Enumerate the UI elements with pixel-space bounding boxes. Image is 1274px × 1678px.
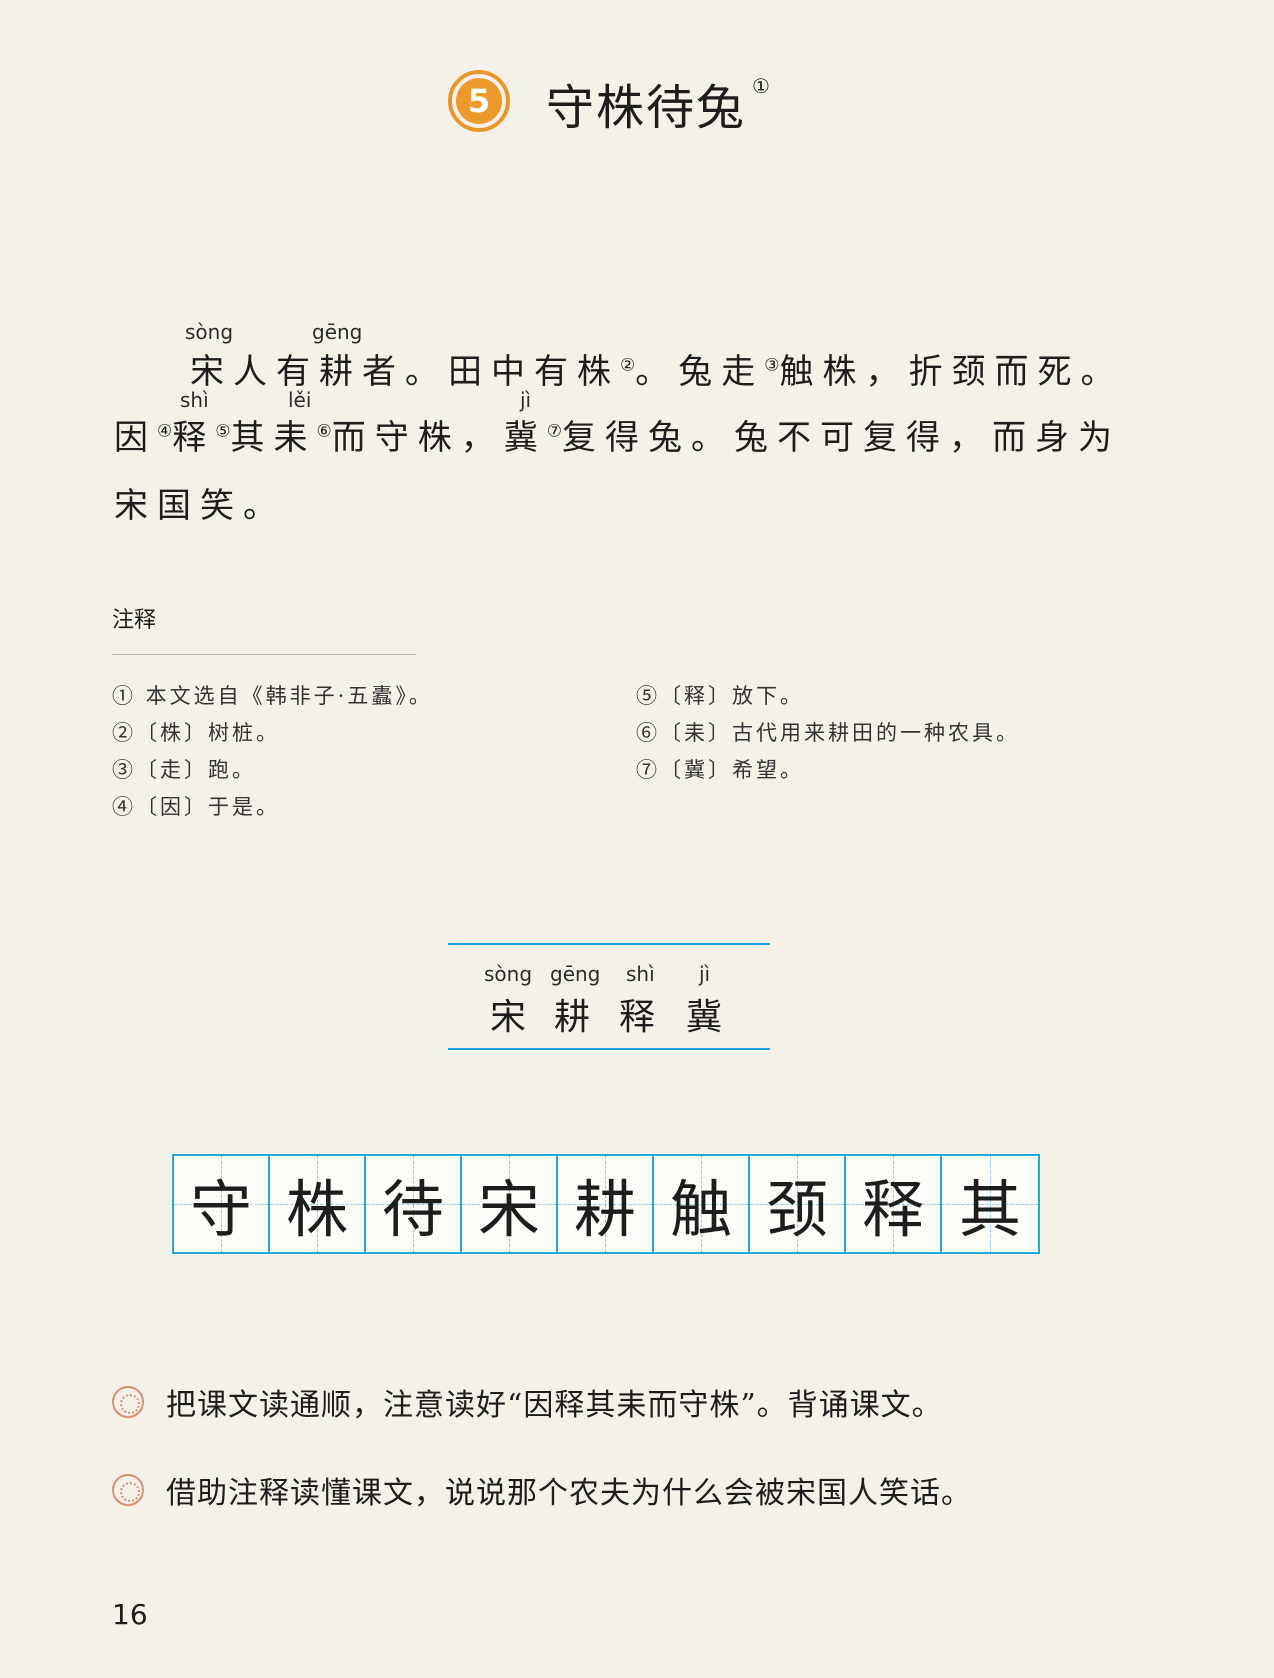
pinyin-shi: shì <box>180 388 209 412</box>
exercise-text: 把课文读通顺，注意读好“因释其耒而守株”。背诵课文。 <box>166 1388 943 1423</box>
write-char: 触 <box>669 1173 732 1246</box>
page-number: 16 <box>112 1598 148 1631</box>
read-char-1: 宋 <box>490 997 527 1038</box>
text-line-1: 宋人有耕者。田中有株②。兔走③触株，折颈而死。 <box>190 352 1124 392</box>
note-mark: ④ <box>157 421 173 442</box>
exercise-item-2: 借助注释读懂课文，说说那个农夫为什么会被宋国人笑话。 <box>112 1468 972 1512</box>
write-cell: 株 <box>270 1156 366 1252</box>
read-pinyin-4: jì <box>699 962 711 986</box>
pinyin-ji: jì <box>520 388 532 412</box>
note-mark: ③ <box>764 355 780 376</box>
write-char: 宋 <box>477 1173 540 1246</box>
read-char-4: 冀 <box>686 997 723 1038</box>
read-pinyin-1: sòng <box>484 962 533 986</box>
exercise-bullet-icon <box>112 1386 144 1418</box>
read-chars-top-rule <box>448 943 770 945</box>
text-line-2: 因④释⑤其耒⑥而守株，冀⑦复得兔。兔不可复得，而身为 <box>114 418 1121 458</box>
note-item-5: ⑤〔释〕放下。 <box>636 684 804 708</box>
notes-divider <box>112 654 416 655</box>
write-char: 待 <box>381 1173 444 1246</box>
write-cell: 释 <box>846 1156 942 1252</box>
pinyin-geng: gēng <box>312 320 363 344</box>
lesson-number-badge: 5 <box>448 70 510 132</box>
exercise-bullet-icon <box>112 1474 144 1506</box>
lesson-title: 守株待兔 <box>546 80 747 136</box>
note-mark: ⑦ <box>546 421 562 442</box>
write-cell: 待 <box>366 1156 462 1252</box>
notes-title: 注释 <box>112 608 157 633</box>
pinyin-song: sòng <box>185 320 234 344</box>
note-item-7: ⑦〔冀〕希望。 <box>636 758 804 782</box>
write-cell: 其 <box>942 1156 1038 1252</box>
note-item-2: ②〔株〕树桩。 <box>112 721 280 745</box>
write-char: 颈 <box>765 1173 828 1246</box>
note-item-1: ① 本文选自《韩非子·五蠹》。 <box>112 684 433 708</box>
exercise-item-1: 把课文读通顺，注意读好“因释其耒而守株”。背诵课文。 <box>112 1380 943 1424</box>
read-pinyin-3: shì <box>626 962 655 986</box>
pinyin-lei: lěi <box>288 388 312 412</box>
write-cell: 颈 <box>750 1156 846 1252</box>
write-cell: 触 <box>654 1156 750 1252</box>
write-char: 其 <box>958 1173 1021 1246</box>
read-chars-bottom-rule <box>448 1048 770 1050</box>
note-mark: ⑤ <box>215 421 231 442</box>
note-item-3: ③〔走〕跑。 <box>112 758 256 782</box>
lesson-number: 5 <box>456 78 502 124</box>
note-mark: ⑥ <box>316 421 332 442</box>
write-cell: 守 <box>174 1156 270 1252</box>
exercise-text: 借助注释读懂课文，说说那个农夫为什么会被宋国人笑话。 <box>166 1476 972 1511</box>
text-line-3: 宋国笑。 <box>114 486 286 526</box>
lesson-header: 5 守株待兔 ① <box>0 66 1274 146</box>
note-item-4: ④〔因〕于是。 <box>112 795 280 819</box>
read-char-3: 释 <box>619 997 656 1038</box>
write-cell: 耕 <box>558 1156 654 1252</box>
read-pinyin-2: gēng <box>550 962 601 986</box>
title-note-mark: ① <box>752 74 770 98</box>
write-cell: 宋 <box>462 1156 558 1252</box>
read-char-2: 耕 <box>554 997 591 1038</box>
write-char: 耕 <box>573 1173 636 1246</box>
write-char: 守 <box>189 1173 252 1246</box>
write-char: 株 <box>285 1173 348 1246</box>
note-mark: ② <box>620 355 636 376</box>
write-char: 释 <box>861 1173 924 1246</box>
note-item-6: ⑥〔耒〕古代用来耕田的一种农具。 <box>636 721 1020 745</box>
writing-grid: 守 株 待 宋 耕 触 颈 释 其 <box>172 1154 1040 1254</box>
